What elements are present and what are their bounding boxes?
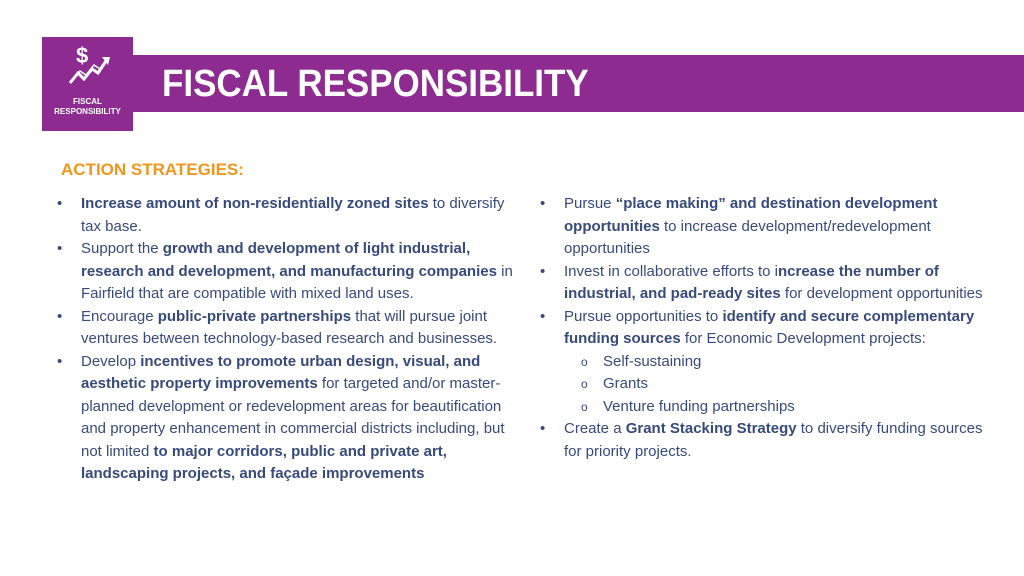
bullet-item: • Increase amount of non-residentially zo… [57,193,527,238]
text: for Economic Development projects: [680,330,926,347]
text: Invest in collaborative efforts to i [564,262,778,280]
bullet-item: • Create a Grant Stacking Strategy to div… [540,418,1000,463]
bold-text: Increase amount of non-residentially zon… [81,195,429,212]
fiscal-responsibility-badge: $ FISCAL RESPONSIBILITY [42,37,133,131]
text: to diversify tax base. [81,195,505,235]
text: Develop [81,352,141,370]
bold-text: incentives to promote urban design, visu… [81,352,481,393]
dollar-growth-arrow-icon: $ [68,43,110,84]
circle-bullet-icon: o [581,354,588,369]
page-title: FISCAL RESPONSIBILITY [162,63,589,105]
left-column: • Increase amount of non-residentially zo… [57,193,527,486]
bullet-icon: • [57,195,63,212]
text: for development opportunities [780,285,983,302]
text: Pursue [564,195,616,212]
section-heading: ACTION STRATEGIES: [61,160,244,179]
bullet-icon: • [57,307,63,325]
bold-text: Grant Stacking Strategy [625,420,797,437]
text: Encourage [81,307,158,325]
sub-bullet-text: Grants [603,375,649,392]
text: that will pursue joint ventures between … [81,307,498,348]
text: in Fairfield that are compatible with mi… [81,262,513,303]
bullet-icon: • [540,262,546,280]
sub-bullet-text: Venture funding partnerships [603,397,795,415]
circle-bullet-icon: o [581,399,588,414]
text: Pursue opportunities to [564,307,723,325]
bold-text: to major corridors, public and private a… [81,442,447,483]
bold-text: ncrease the number of industrial, and pa… [564,262,939,303]
text: to increase development/redevelopment op… [564,217,931,258]
bullet-item: • Develop incentives to promote urban des… [57,351,527,486]
text: for targeted and/or master-planned devel… [81,375,505,460]
bullet-item: • Encourage public-private partnerships t… [57,306,527,351]
sub-bullet-item: o Self-sustaining [540,351,1000,374]
text: to diversify funding sources for priorit… [564,420,983,460]
bold-text: growth and development of light industri… [81,240,497,280]
bullet-icon: • [57,352,63,370]
bullet-icon: • [540,195,546,212]
bold-text: “place making” and destination developme… [564,195,938,235]
sub-bullet-item: o Grants [540,373,1000,396]
bullet-item: • Pursue opportunities to identify and se… [540,306,1000,351]
circle-bullet-icon: o [581,377,588,391]
right-column: • Pursue “place making” and destination d… [540,193,1000,463]
bullet-icon: • [540,420,546,437]
bold-text: identify and secure complementary fundin… [564,307,975,348]
sub-bullet-text: Self-sustaining [603,352,702,370]
bullet-icon: • [57,240,63,257]
bullet-item: • Pursue “place making” and destination d… [540,193,1000,261]
bullet-item: • Support the growth and development of l… [57,238,527,306]
bullet-icon: • [540,307,546,325]
text: Support the [81,240,163,257]
text: Create a [564,420,626,437]
badge-label: FISCAL RESPONSIBILITY [54,97,121,116]
title-banner [133,55,1024,112]
bold-text: public-private partnerships [157,307,352,325]
bullet-item: • Invest in collaborative efforts to incr… [540,261,1000,306]
svg-text:$: $ [76,43,88,68]
sub-bullet-item: o Venture funding partnerships [540,396,1000,419]
